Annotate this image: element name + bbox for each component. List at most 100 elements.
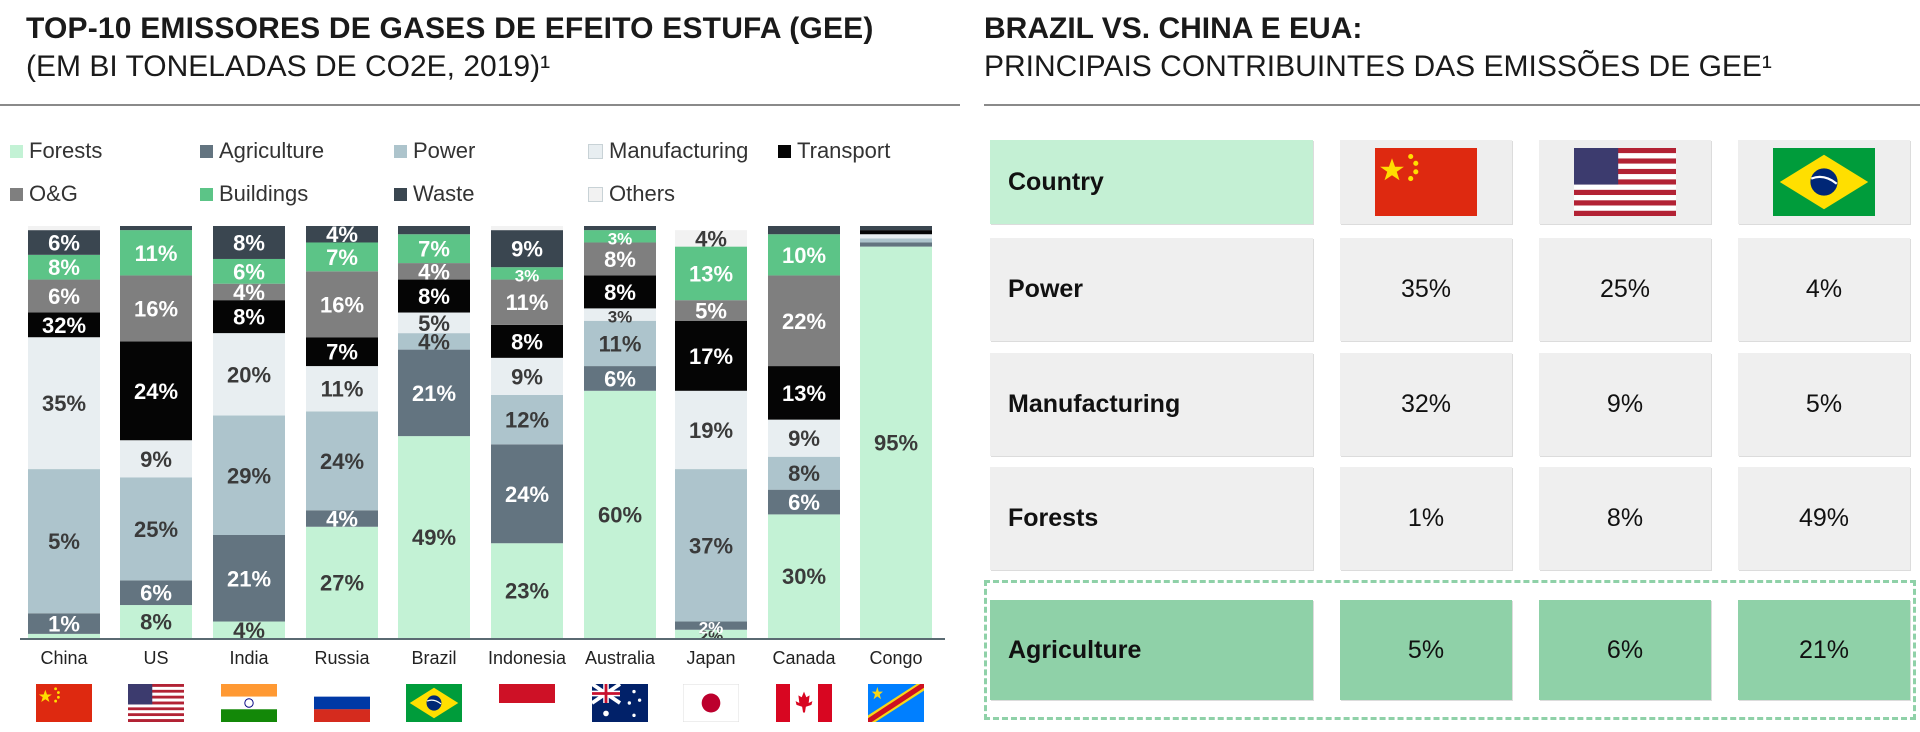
data-label: 8% [48,255,80,280]
bar-segment-australia-manufacturing [584,308,656,321]
table-cell-manufacturing-china: 32% [1340,353,1512,456]
data-label: 30% [782,564,826,589]
legend-item-agriculture: Agriculture [200,138,324,164]
data-label: 4% [233,280,265,305]
bar-segment-congo-manufacturing [860,234,932,239]
bar-segment-us-manufacturing [120,440,192,478]
bar-segment-brazil-o-g [398,263,470,280]
bar-segment-us-transport [120,341,192,441]
data-label: 4% [326,507,358,532]
data-label: 16% [134,296,178,321]
data-label: 7% [418,237,450,262]
bar-segment-us-power [120,477,192,581]
data-label: 10% [782,243,826,268]
legend-swatch [394,144,407,158]
legend-label: Manufacturing [609,138,749,163]
bar-segment-indonesia-manufacturing [491,357,563,395]
legend-item-buildings: Buildings [200,181,308,207]
bar-segment-us-agriculture [120,580,192,606]
data-label: 9% [788,426,820,451]
data-label: 95% [874,430,918,455]
legend-item-power: Power [394,138,475,164]
bar-segment-us-waste [120,226,192,231]
data-label: 8% [788,461,820,486]
bar-segment-india-transport [213,300,285,334]
bar-segment-congo-agriculture [860,242,932,247]
data-label: 1% [48,612,80,637]
data-label: 8% [604,280,636,305]
data-label: 6% [48,284,80,309]
data-label: 4% [695,226,727,251]
legend-label: Buildings [219,181,309,206]
table-cell-power-china: 35% [1340,238,1512,341]
bar-segment-brazil-forests [398,436,470,638]
bar-segment-us-buildings [120,230,192,276]
data-label: 6% [788,490,820,515]
bar-segment-russia-manufacturing [306,366,378,412]
data-label: 8% [511,329,543,354]
category-label-brazil: Brazil [411,648,457,668]
table-row-label-power: Power [990,238,1313,341]
bar-segment-canada-buildings [768,234,840,276]
bar-segment-china-o-g [28,279,100,313]
us-flag-icon [128,684,184,722]
legend-label: Waste [413,181,475,206]
bar-segment-india-agriculture [213,535,285,622]
legend-item-waste: Waste [394,181,475,207]
data-label: 8% [233,230,265,255]
data-label: 24% [505,482,549,507]
data-label: 37% [689,533,733,558]
legend-swatch [200,144,213,158]
data-label: 22% [782,309,826,334]
bar-segment-japan-agriculture [675,621,747,630]
bar-segment-congo-power [860,238,932,243]
data-label: 5% [48,529,80,554]
legend-item-forests: Forests [10,138,102,164]
right-title: BRAZIL VS. CHINA E EUA: [984,12,1363,45]
bar-segment-china-waste [28,230,100,255]
bar-segment-china-buildings [28,254,100,280]
bar-segment-brazil-transport [398,279,470,313]
legend-label: Transport [797,138,891,163]
bar-segment-australia-transport [584,275,656,309]
table-cell-forests-brazil: 49% [1738,467,1910,570]
table-row-label-forests: Forests [990,467,1313,570]
data-label: 8% [604,247,636,272]
category-label-congo: Congo [869,648,923,668]
bar-segment-china-others [28,226,100,231]
data-label: 11% [321,377,364,402]
table-cell-manufacturing-brazil: 5% [1738,353,1910,456]
legend-item-others: Others [588,181,675,207]
data-label: 6% [604,366,636,391]
bar-segment-brazil-waste [398,226,470,235]
data-label: 29% [227,463,271,488]
legend-swatch [394,187,407,201]
data-label: 6% [140,581,172,606]
category-label-japan: Japan [686,648,736,668]
data-label: 11% [135,241,178,266]
data-label: 13% [782,381,826,406]
data-label: 8% [418,284,450,309]
data-label: 35% [42,391,86,416]
table-cell-agriculture-us: 6% [1539,600,1711,700]
data-label: 49% [412,525,456,550]
data-label: 21% [227,566,271,591]
data-label: 20% [227,362,271,387]
category-label-russia: Russia [314,648,370,668]
legend-label: Others [609,181,676,206]
bar-segment-indonesia-buildings [491,267,563,280]
table-cell-forests-china: 1% [1340,467,1512,570]
data-label: 4% [233,618,265,640]
india-flag-icon [221,684,277,722]
bar-segment-us-forests [120,605,192,638]
bar-segment-japan-power [675,469,747,622]
table-header-brazil [1738,140,1910,224]
table-header-country: Country [990,140,1313,224]
left-title-divider [0,104,960,106]
table-row-label-agriculture: Agriculture [990,600,1313,700]
bar-segment-indonesia-agriculture [491,444,563,544]
bar-segment-brazil-manufacturing [398,312,470,334]
data-label: 4% [326,222,358,247]
japan-flag-icon [682,683,740,723]
bar-segment-canada-o-g [768,275,840,367]
